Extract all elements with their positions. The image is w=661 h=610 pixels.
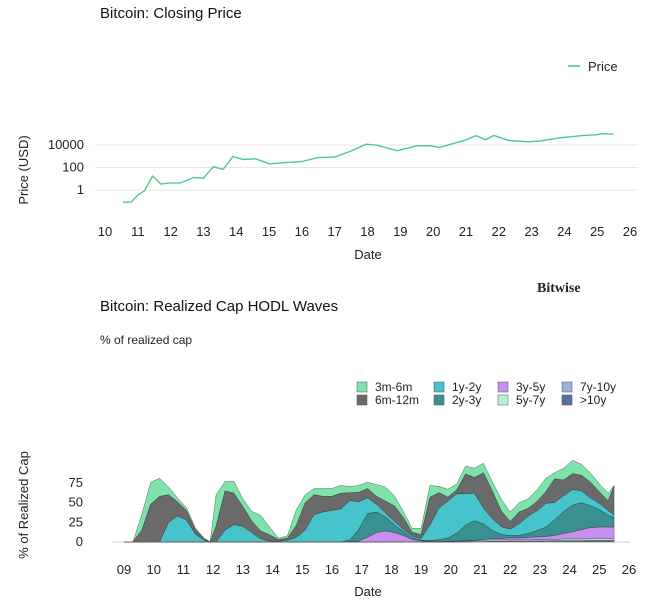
hodl-y-tick-label: 0 (76, 534, 83, 549)
hodl-x-tick-label: 16 (325, 562, 339, 577)
hodl-legend-swatch (433, 394, 445, 406)
hodl-x-tick-label: 24 (562, 562, 576, 577)
hodl-legend-swatch (561, 381, 573, 393)
price-x-tick-label: 17 (327, 224, 341, 239)
hodl-x-tick-label: 14 (265, 562, 279, 577)
hodl-legend-label: 2y-3y (452, 393, 481, 407)
hodl-x-tick-label: 22 (503, 562, 517, 577)
bitwise-logo: Bitwise (537, 281, 581, 296)
hodl-chart-subtitle: % of realized cap (100, 333, 193, 347)
price-x-tick-label: 26 (623, 224, 637, 239)
hodl-x-axis-label: Date (354, 584, 381, 599)
hodl-y-tick-label: 75 (69, 475, 83, 490)
hodl-x-tick-label: 11 (177, 562, 191, 577)
hodl-legend-swatch (433, 381, 445, 393)
price-legend-label: Price (588, 59, 618, 74)
hodl-y-tick-label: 25 (69, 514, 83, 529)
price-x-tick-label: 18 (360, 224, 374, 239)
hodl-legend-swatch (561, 394, 573, 406)
hodl-chart: 0 25 50 75 09 10 11 12 13 14 15 16 17 18 19 20 21 22 23 24 2… (16, 380, 636, 599)
hodl-x-tick-label: 21 (473, 562, 487, 577)
price-x-tick-label: 24 (557, 224, 571, 239)
price-x-tick-label: 20 (426, 224, 440, 239)
price-x-tick-label: 21 (459, 224, 473, 239)
price-x-tick-label: 14 (229, 224, 243, 239)
hodl-y-tick-label: 50 (69, 495, 83, 510)
price-x-tick-label: 22 (492, 224, 506, 239)
hodl-x-tick-label: 10 (146, 562, 160, 577)
price-chart: 1 100 10000 10 11 12 13 14 15 16 17 18 19 20 21 22 23 24 2… (16, 59, 638, 262)
hodl-legend-swatch (497, 381, 509, 393)
price-y-tick-label: 1 (77, 182, 84, 197)
price-x-tick-label: 23 (524, 224, 538, 239)
hodl-x-tick-label: 12 (206, 562, 220, 577)
price-x-tick-label: 15 (262, 224, 276, 239)
hodl-legend-label: 5y-7y (516, 393, 545, 407)
hodl-legend-label: 1y-2y (452, 380, 481, 394)
price-series-line (122, 132, 614, 203)
hodl-x-tick-label: 20 (444, 562, 458, 577)
price-x-tick-label: 19 (393, 224, 407, 239)
price-y-axis-label: Price (USD) (16, 135, 31, 204)
hodl-legend-label: 6m-12m (375, 393, 419, 407)
price-x-tick-label: 25 (590, 224, 604, 239)
hodl-x-tick-label: 17 (354, 562, 368, 577)
hodl-legend-swatch (356, 381, 368, 393)
hodl-x-tick-label: 26 (622, 562, 636, 577)
price-x-tick-label: 11 (131, 224, 145, 239)
hodl-legend-label: 7y-10y (580, 380, 616, 394)
price-y-tick-label: 10000 (48, 137, 84, 152)
price-x-tick-label: 16 (295, 224, 309, 239)
price-chart-title: Bitcoin: Closing Price (100, 5, 242, 22)
hodl-x-tick-label: 19 (414, 562, 428, 577)
hodl-chart-title: Bitcoin: Realized Cap HODL Waves (100, 298, 339, 315)
hodl-x-tick-label: 25 (592, 562, 606, 577)
price-x-tick-label: 12 (163, 224, 177, 239)
price-x-tick-label: 10 (98, 224, 112, 239)
hodl-x-tick-label: 18 (384, 562, 398, 577)
price-y-tick-label: 100 (62, 160, 84, 175)
hodl-legend-swatch (497, 394, 509, 406)
hodl-x-tick-label: 09 (117, 562, 131, 577)
hodl-x-tick-label: 13 (236, 562, 250, 577)
hodl-legend-label: 3y-5y (516, 380, 545, 394)
hodl-y-axis-label: % of Realized Cap (16, 451, 31, 559)
hodl-legend-label: >10y (580, 393, 606, 407)
hodl-legend-label: 3m-6m (375, 380, 412, 394)
price-x-axis-label: Date (354, 247, 381, 262)
hodl-legend-swatch (356, 394, 368, 406)
hodl-x-tick-label: 15 (295, 562, 309, 577)
price-x-tick-label: 13 (196, 224, 210, 239)
hodl-x-tick-label: 23 (533, 562, 547, 577)
